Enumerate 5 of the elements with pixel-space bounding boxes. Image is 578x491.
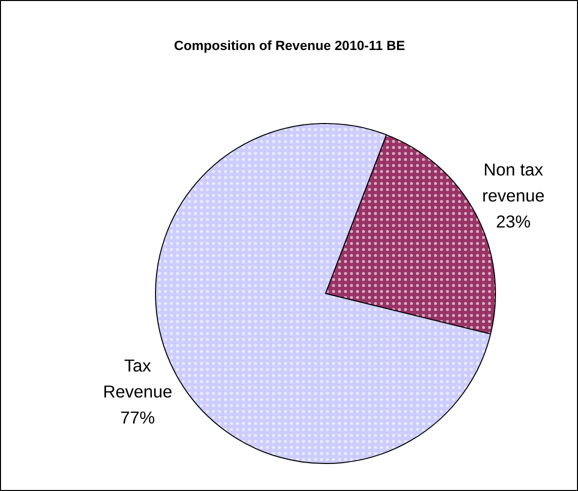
chart-title: Composition of Revenue 2010-11 BE: [174, 38, 406, 53]
data-label: 23%: [496, 211, 531, 232]
data-label: 77%: [120, 408, 155, 428]
slice-label: Non tax revenue: [482, 159, 545, 206]
slice-label: Tax Revenue: [102, 356, 172, 402]
